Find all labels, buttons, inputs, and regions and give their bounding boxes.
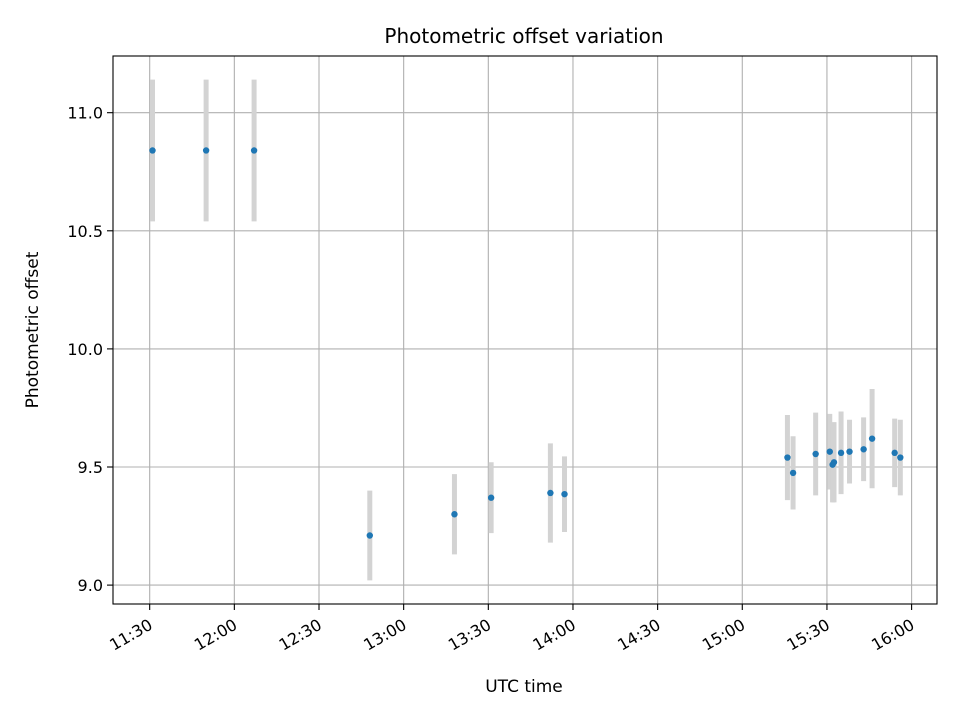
data-point <box>812 450 819 458</box>
data-point <box>366 532 373 539</box>
data-point <box>487 494 495 501</box>
data-point <box>837 449 845 457</box>
error-bars <box>150 79 903 581</box>
data-point <box>846 448 853 455</box>
data-point <box>860 446 867 453</box>
y-axis-label: Photometric offset <box>23 251 43 408</box>
y-tick-label: 11.0 <box>67 104 103 123</box>
data-point <box>784 454 791 461</box>
data-points <box>149 147 904 539</box>
x-axis-ticks: 11:30 12:00 12:30 13:00 13:30 14:00 14:30 15:00… <box>106 604 918 655</box>
y-axis-ticks: 9.0 9.5 10.0 10.5 11.0 <box>67 104 113 595</box>
chart-title: Photometric offset variation <box>384 24 663 48</box>
plot-frame <box>112 55 938 605</box>
y-tick-label: 10.0 <box>67 340 103 359</box>
x-tick-label: 13:00 <box>360 615 409 655</box>
x-tick-label: 11:30 <box>106 615 155 655</box>
x-tick-label: 14:30 <box>614 615 663 655</box>
x-tick-label: 14:00 <box>530 615 579 655</box>
data-point <box>561 490 568 498</box>
data-point <box>202 147 210 154</box>
data-point <box>250 147 258 154</box>
data-point <box>897 454 904 461</box>
y-tick-label: 9.0 <box>78 576 103 595</box>
x-tick-label: 15:00 <box>699 615 748 655</box>
x-tick-label: 12:30 <box>276 615 325 655</box>
x-tick-label: 15:30 <box>784 615 833 655</box>
x-tick-label: 12:00 <box>191 615 240 655</box>
y-tick-label: 9.5 <box>78 458 103 477</box>
y-tick-label: 10.5 <box>67 222 103 241</box>
data-point <box>149 147 156 154</box>
x-tick-label: 16:00 <box>868 615 917 655</box>
x-tick-label: 13:30 <box>445 615 494 655</box>
data-point <box>547 489 554 497</box>
data-point <box>891 449 898 457</box>
data-point <box>451 511 458 518</box>
grid-lines <box>113 56 937 604</box>
data-point <box>789 469 797 477</box>
data-point <box>826 448 833 455</box>
x-axis-label: UTC time <box>485 677 563 697</box>
data-point <box>830 459 838 466</box>
data-point <box>868 435 876 442</box>
